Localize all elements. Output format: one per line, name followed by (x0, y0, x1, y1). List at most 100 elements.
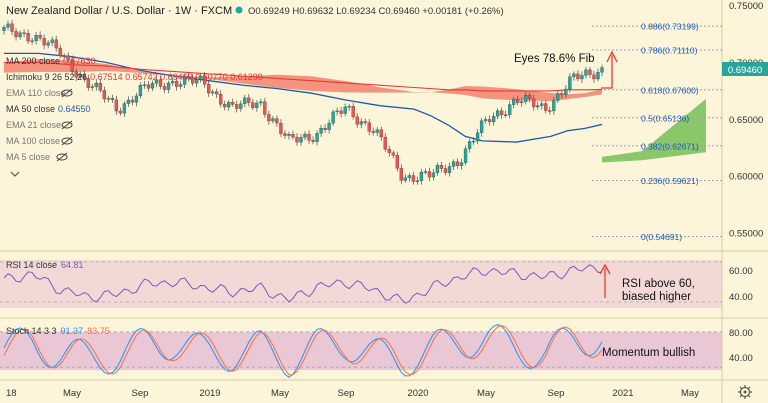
candle-down (275, 118, 279, 124)
candle-down (118, 110, 123, 114)
eye-hidden-icon[interactable] (56, 88, 73, 162)
candle-down (411, 175, 416, 182)
candle-up (299, 137, 303, 143)
stoch-d-line (3, 325, 603, 376)
candle-down (231, 101, 235, 105)
candle-up (150, 83, 155, 89)
candle-up (564, 88, 568, 95)
candle-up (142, 84, 147, 86)
candle-up (556, 93, 560, 101)
candle-down (487, 119, 492, 123)
candle-down (54, 39, 58, 49)
chevron-down-icon[interactable] (10, 171, 20, 177)
candle-down (82, 74, 86, 79)
candle-down (14, 31, 18, 38)
candle-up (483, 119, 488, 121)
candle-up (62, 55, 66, 57)
fib-label: 0(0.54691) (641, 232, 682, 242)
candle-up (572, 73, 576, 77)
candle-up (403, 177, 407, 181)
candle-up (154, 79, 159, 84)
candle-up (475, 132, 480, 142)
candle-up (580, 75, 584, 80)
candle-up (451, 161, 456, 167)
candle-up (496, 110, 500, 117)
candle-up (315, 133, 319, 142)
candle-up (239, 103, 243, 109)
candle-up (524, 95, 528, 102)
candle-down (544, 103, 548, 111)
candle-up (600, 67, 604, 73)
rsi-note-line1: RSI above 60, (622, 278, 695, 290)
stoch-band (0, 332, 722, 370)
time-axis-label: May (681, 388, 699, 399)
candle-down (339, 110, 343, 114)
candle-down (500, 110, 504, 115)
rsi-note-line2: biased higher (622, 291, 691, 303)
current-price: 0.69460 (728, 65, 762, 76)
candle-up (479, 120, 484, 133)
candle-down (203, 75, 207, 85)
candle-up (170, 80, 175, 84)
legend-ma5: MA 5 close (6, 152, 50, 162)
series-line-ma-200-close (4, 61, 603, 92)
candle-up (596, 72, 600, 80)
candle-up (467, 141, 472, 150)
settings-gear-icon[interactable] (738, 385, 752, 399)
candle-down (560, 93, 564, 95)
candle-up (18, 32, 22, 38)
candle-up (6, 23, 10, 28)
candle-up (126, 99, 131, 104)
candle-up (508, 104, 512, 115)
candle-down (307, 133, 311, 141)
candle-up (520, 101, 524, 103)
candle-down (207, 84, 211, 94)
candle-up (94, 82, 98, 87)
time-axis-label: 2020 (407, 388, 428, 399)
candle-up (182, 76, 187, 85)
candle-down (387, 149, 391, 153)
candle-down (130, 99, 135, 103)
candle-up (327, 123, 331, 130)
candle-down (548, 110, 552, 112)
candle-down (516, 99, 520, 103)
candle-down (588, 69, 592, 75)
candle-down (263, 101, 267, 115)
candle-down (395, 155, 399, 169)
price-axis-label: 0.65000 (729, 115, 763, 126)
candle-down (592, 74, 596, 80)
candle-up (331, 111, 335, 124)
candle-up (319, 127, 323, 134)
candle-up (463, 148, 468, 163)
candle-down (291, 134, 295, 138)
candle-up (459, 162, 464, 166)
candle-up (122, 103, 127, 114)
candle-up (178, 84, 183, 87)
candle-down (114, 99, 119, 112)
price-axis-label: 0.60000 (729, 172, 763, 183)
candle-down (70, 59, 74, 72)
fib-label: 0.236(0.59621) (641, 176, 699, 186)
ichimoku-cloud-green (602, 98, 706, 163)
candle-up (335, 110, 339, 113)
candle-up (491, 116, 496, 123)
candle-down (455, 161, 460, 166)
candle-down (66, 55, 70, 60)
fib-label: 0.5(0.65136) (641, 113, 689, 123)
candle-down (427, 171, 432, 178)
candle-down (162, 86, 167, 90)
stoch-label: Stoch 14 3 3 91.37 83.75 (6, 326, 110, 336)
legend-ema21: EMA 21 close (6, 120, 61, 130)
candle-down (26, 33, 30, 42)
chart-title: New Zealand Dollar / U.S. Dollar · 1W · … (6, 5, 232, 17)
candle-down (235, 104, 239, 109)
candle-up (536, 105, 540, 108)
legend-ema110: EMA 110 close (6, 88, 65, 98)
candle-up (166, 82, 171, 90)
candle-down (251, 102, 255, 108)
candle-up (512, 99, 516, 105)
candle-down (443, 168, 448, 173)
candle-down (190, 77, 195, 84)
fib-label: 0.786(0.71110) (641, 45, 698, 55)
